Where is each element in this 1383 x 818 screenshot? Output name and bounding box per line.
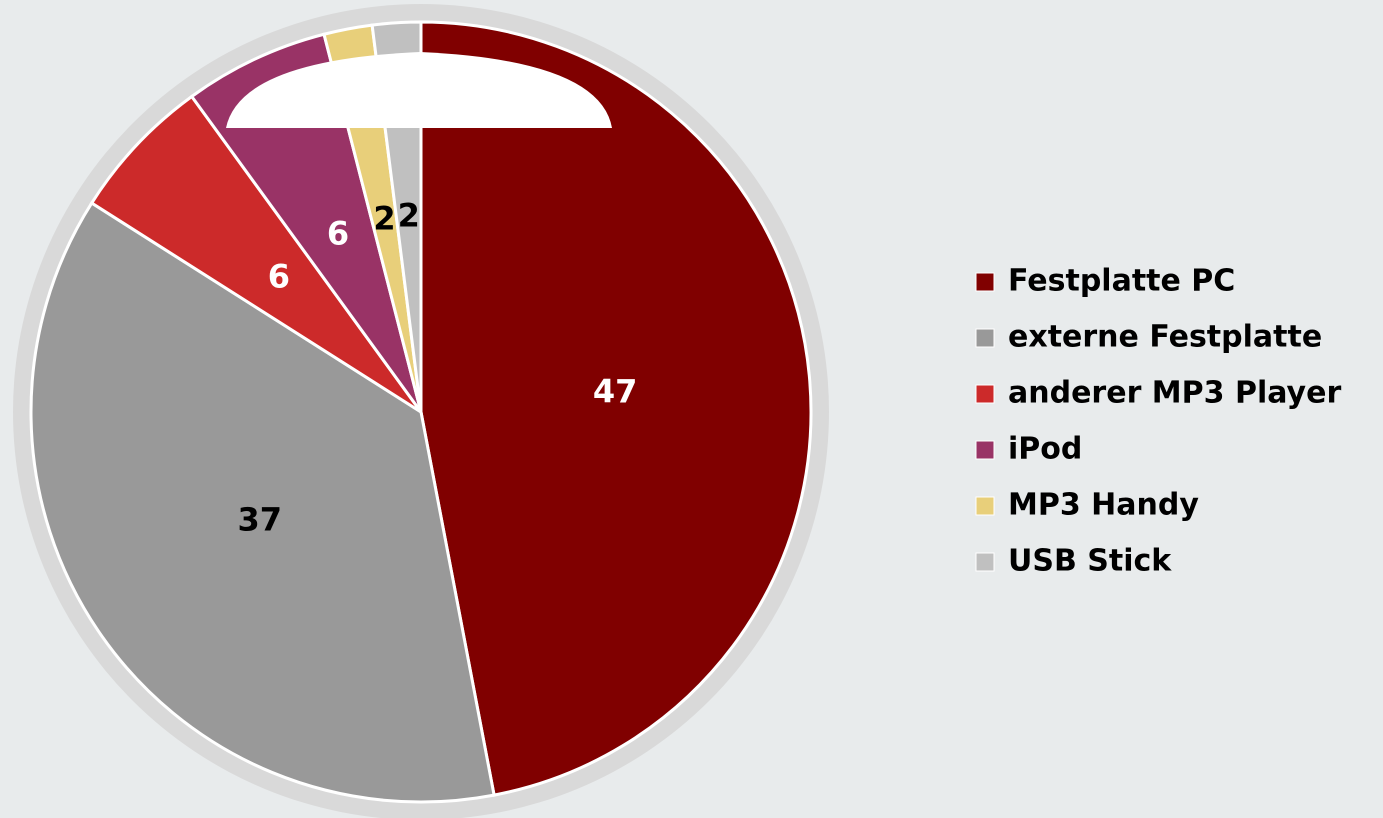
legend-swatch [975, 384, 995, 404]
data-label: 6 [268, 258, 290, 296]
data-label: 2 [398, 196, 420, 234]
pie-slice [89, 94, 423, 414]
legend-label: iPod [1008, 432, 1082, 467]
data-label: 6 [327, 215, 349, 253]
legend-label: MP3 Handy [1008, 488, 1199, 523]
pie-slice [29, 200, 496, 804]
legend-label: anderer MP3 Player [1008, 376, 1341, 411]
legend-swatch [975, 552, 995, 572]
overlay [226, 52, 612, 128]
legend-swatch [975, 496, 995, 516]
legend-swatch [975, 328, 995, 348]
data-label: 47 [593, 373, 638, 411]
legend-label: USB Stick [1008, 544, 1172, 579]
data-label: 37 [237, 501, 282, 539]
legend-label: Festplatte PC [1008, 264, 1235, 299]
legend: Festplatte PC externe Festplatte anderer M… [975, 264, 1341, 579]
legend-swatch [975, 440, 995, 460]
legend-swatch [975, 272, 995, 292]
pie-slice [419, 20, 813, 797]
data-label: 2 [373, 199, 395, 237]
slices [29, 20, 813, 804]
legend-label: externe Festplatte [1008, 320, 1322, 355]
pie-slice [189, 32, 423, 413]
